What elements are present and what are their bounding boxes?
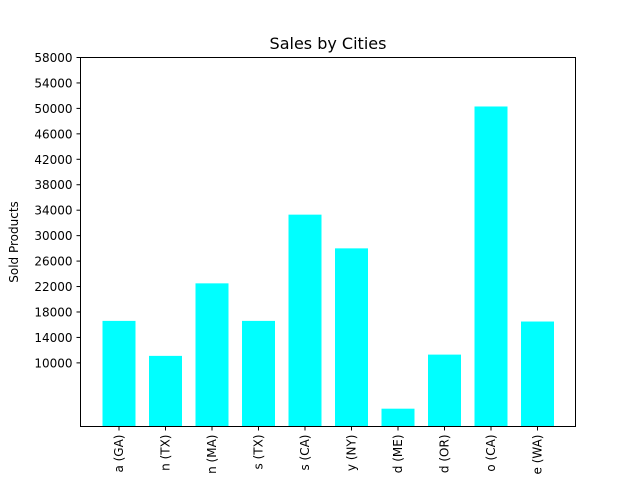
y-tick-label-9: 46000 <box>34 127 72 141</box>
y-tick-label-0: 10000 <box>34 356 72 370</box>
y-tick-label-5: 30000 <box>34 229 72 243</box>
y-tick-label-6: 34000 <box>34 204 72 218</box>
bar-8 <box>474 106 508 427</box>
x-tick-label-2: n (MA) <box>205 435 219 474</box>
bar-1 <box>149 355 182 427</box>
y-axis-label: Sold Products <box>7 201 21 283</box>
bar-2 <box>195 283 229 427</box>
x-tick-label-3: s (TX) <box>252 435 266 470</box>
bar-7 <box>428 354 461 427</box>
x-tick-label-7: d (OR) <box>438 435 452 474</box>
y-tick-label-1: 14000 <box>34 331 72 345</box>
x-tick-label-8: o (CA) <box>484 435 498 472</box>
y-tick-label-12: 58000 <box>34 51 72 65</box>
bar-0 <box>102 320 136 427</box>
y-tick-label-3: 22000 <box>34 280 72 294</box>
x-tick-label-0: a (GA) <box>112 435 126 473</box>
y-axis-ticks: 10000 14000 18000 22000 26000 30000 34000 38000… <box>34 51 81 370</box>
x-tick-label-9: e (WA) <box>531 435 545 475</box>
y-tick-label-10: 50000 <box>34 102 72 116</box>
y-tick-label-8: 42000 <box>34 153 72 167</box>
x-tick-label-6: d (ME) <box>391 435 405 474</box>
x-tick-label-5: y (NY) <box>345 435 359 472</box>
y-tick-label-11: 54000 <box>34 76 72 90</box>
bar-3 <box>242 320 275 427</box>
bar-6 <box>381 408 415 427</box>
plot-frame <box>80 57 576 427</box>
x-axis-ticks: a (GA) n (TX) n (MA) s (TX) s (CA) y (NY) d (M… <box>112 426 545 475</box>
x-tick-label-4: s (CA) <box>298 435 312 471</box>
bar-4 <box>288 214 322 427</box>
bars-group <box>102 106 554 427</box>
y-tick-label-7: 38000 <box>34 178 72 192</box>
y-tick-label-2: 18000 <box>34 305 72 319</box>
x-tick-label-1: n (TX) <box>159 435 173 471</box>
bar-9 <box>521 321 554 427</box>
bar-5 <box>335 248 368 427</box>
y-tick-label-4: 26000 <box>34 255 72 269</box>
chart-title: Sales by Cities <box>270 34 387 53</box>
